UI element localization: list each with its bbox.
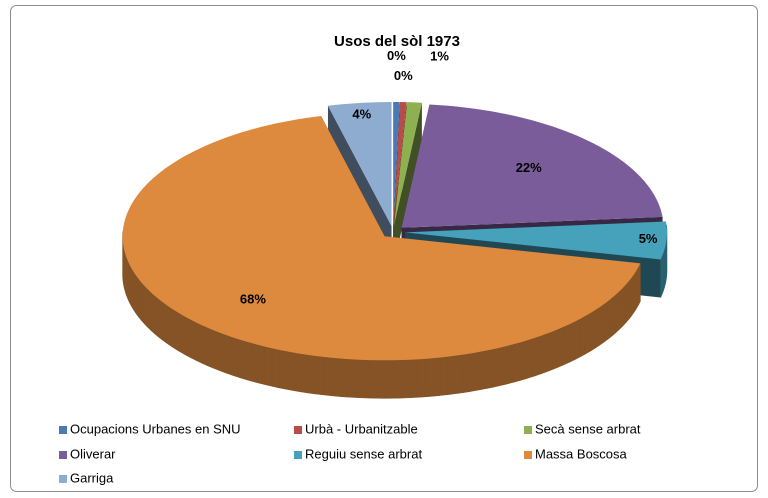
legend-swatch (59, 426, 67, 434)
data-label: 0% (394, 68, 413, 83)
slice (393, 102, 422, 265)
slice-side (660, 224, 668, 298)
legend-item: Urbà - Urbanitzable (294, 421, 418, 436)
legend-item: Oliverar (59, 446, 116, 461)
slice (122, 115, 641, 399)
slice (393, 102, 422, 227)
slice (122, 115, 641, 361)
legend-label: Oliverar (70, 446, 116, 461)
slice-side (393, 102, 422, 265)
legend-item: Reguiu sense arbrat (294, 446, 422, 461)
slice (327, 102, 392, 227)
legend-swatch (59, 451, 67, 459)
legend-item: Secà sense arbrat (524, 421, 641, 436)
legend-item: Garriga (59, 470, 114, 485)
legend-swatch (59, 475, 67, 483)
legend-item: Massa Boscosa (524, 446, 628, 461)
slice (393, 102, 400, 227)
legend-label: Secà sense arbrat (535, 421, 641, 436)
data-label: 0% (387, 48, 406, 63)
legend-label: Massa Boscosa (535, 446, 628, 461)
legend-label: Reguiu sense arbrat (305, 446, 422, 461)
chart-title: Usos del sòl 1973 (334, 33, 460, 50)
data-label: 22% (516, 160, 542, 175)
slice (404, 221, 667, 260)
data-label: 1% (430, 48, 449, 63)
legend-item: Ocupacions Urbanes en SNU (59, 421, 241, 436)
legend-label: Urbà - Urbanitzable (305, 421, 418, 436)
slice (393, 102, 407, 227)
legend-label: Ocupacions Urbanes en SNU (70, 421, 241, 436)
slice-side (122, 231, 641, 399)
legend-swatch (294, 451, 302, 459)
legend-swatch (294, 426, 302, 434)
legend-swatch (524, 451, 532, 459)
data-label: 68% (240, 292, 266, 307)
slice (401, 104, 663, 228)
legend-label: Garriga (70, 470, 114, 485)
data-label: 4% (352, 107, 371, 122)
data-label: 5% (639, 231, 658, 246)
legend-swatch (524, 426, 532, 434)
